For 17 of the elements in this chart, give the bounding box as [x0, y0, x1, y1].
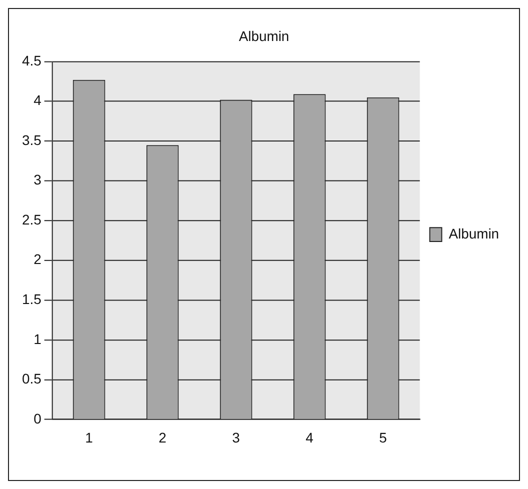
y-tick-label: 3.5 [22, 132, 42, 148]
chart-title: Albumin [238, 28, 290, 44]
x-tick-label: 1 [85, 430, 94, 446]
y-tick-label: 0 [34, 410, 42, 426]
y-tick-label: 1 [34, 330, 42, 347]
x-tick-label: 5 [379, 430, 388, 446]
y-tick-label: 4.5 [22, 52, 42, 68]
x-tick-label: 2 [158, 430, 167, 446]
x-tick-label: 3 [232, 430, 240, 446]
y-tick-label: 2.5 [22, 211, 42, 228]
y-tick-label: 4 [34, 92, 42, 108]
y-tick-label: 2 [34, 251, 42, 268]
y-tick-label: 0.5 [22, 370, 42, 387]
y-tick-label: 1.5 [22, 291, 42, 308]
y-tick-label: 3 [34, 172, 42, 188]
x-tick-label: 4 [306, 430, 314, 446]
legend-label: Albumin [448, 225, 500, 242]
